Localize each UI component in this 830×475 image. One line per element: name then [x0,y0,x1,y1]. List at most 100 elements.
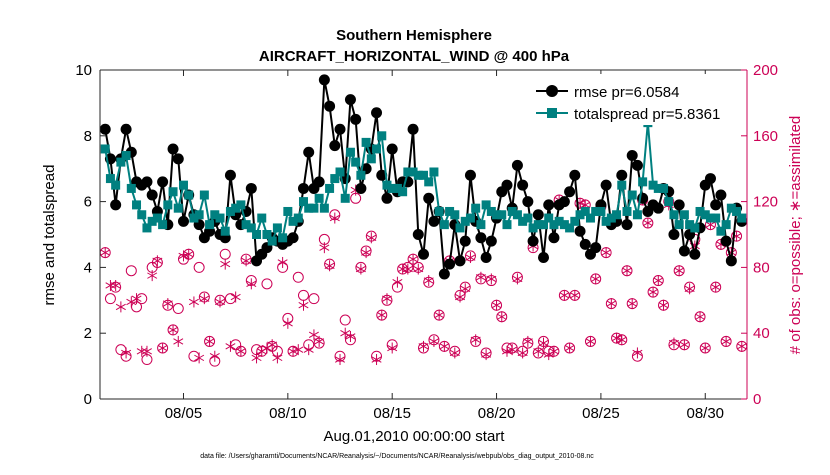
assimilated-obs-point [308,329,319,341]
assimilated-obs-point [157,342,168,354]
rmse-point [720,235,732,247]
assimilated-obs-point [486,273,497,285]
assimilated-obs-point [616,334,627,346]
rmse-point [381,192,393,204]
assimilated-obs-point [481,349,492,361]
assimilated-obs-point [319,242,330,254]
totalspread-point [173,203,183,213]
totalspread-point [215,213,225,223]
rmse-point [668,229,680,240]
rmse-point [564,186,576,198]
assimilated-obs-point [548,345,559,357]
assimilated-obs-point [188,296,199,308]
y2-axis-label: # of obs: o=possible; ∗=assimilated [787,116,804,355]
rmse-point [350,113,362,125]
assimilated-obs-point [355,263,366,275]
totalspread-point [429,167,439,177]
totalspread-point [126,183,136,193]
totalspread-point [132,200,142,210]
axes: 08/05 08/10 08/15 08/20 08/25 08/30 0 2 4 6 8 10 0 40… [75,62,778,422]
x-tick-label: 08/20 [478,405,516,422]
totalspread-point [455,223,465,233]
assimilated-obs-point [376,309,387,321]
totalspread-point [142,223,152,233]
assimilated-obs-point [590,273,601,285]
rmse-point [459,235,471,247]
totalspread-point [559,220,569,230]
y2-tick-label: 0 [753,391,761,408]
totalspread-point [356,170,366,180]
totalspread-point [246,223,256,233]
totalspread-point [199,190,209,200]
rmse-point [297,182,309,194]
totalspread-point [325,183,335,193]
totalspread-point [257,213,267,223]
possible-obs-point [172,303,184,315]
assimilated-obs-point [538,337,549,349]
rmse-point [245,182,257,194]
y-tick-label: 4 [84,259,92,276]
totalspread-point [450,210,460,220]
rmse-point [485,235,497,247]
totalspread-point [158,220,168,230]
legend: rmse pr=6.0584 totalspread pr=5.8361 [528,74,742,125]
assimilated-obs-point [194,352,205,364]
totalspread-point [653,183,663,193]
y2-tick-label: 80 [753,259,770,276]
totalspread-point [528,223,538,233]
rmse-point [678,245,690,257]
assimilated-obs-point [141,345,152,357]
assimilated-obs-point [392,276,403,288]
totalspread-point [413,170,423,180]
rmse-point [324,100,336,112]
possible-obs-point [125,265,137,277]
assimilated-obs-point [220,258,231,270]
rmse-point [501,179,513,191]
totalspread-point [178,180,188,190]
rmse-point [475,232,487,244]
legend-spread-label: totalspread pr=5.8361 [574,106,720,123]
assimilated-obs-point [449,347,460,359]
assimilated-obs-point [621,265,633,277]
totalspread-point [669,210,679,220]
rmse-point [172,153,184,165]
totalspread-point [533,220,543,230]
totalspread-point [685,220,695,230]
x-tick-label: 08/05 [165,405,203,422]
rmse-point [334,123,346,135]
totalspread-point [492,210,502,220]
assimilated-obs-point [204,335,215,347]
totalspread-point [606,213,616,223]
totalspread-point [314,193,324,203]
totalspread-point [340,193,350,203]
rmse-point [110,199,122,211]
rmse-point [710,199,722,211]
totalspread-point [225,206,235,216]
totalspread-point [512,210,522,220]
y-tick-label: 0 [84,391,92,408]
totalspread-point [700,210,710,220]
totalspread-point [220,226,230,236]
rmse-point [522,196,534,208]
assimilated-obs-point [408,253,419,265]
assimilated-obs-point [147,270,158,282]
assimilated-obs-point [658,299,669,311]
totalspread-point [262,230,272,239]
assimilated-obs-point [387,342,398,354]
x-tick-label: 08/25 [582,405,620,422]
totalspread-point [351,157,361,167]
rmse-point [543,199,555,211]
totalspread-point [627,190,637,200]
totalspread-point [377,131,387,141]
possible-obs-point [308,293,320,305]
totalspread-point [403,167,413,177]
rmse-point [99,123,111,135]
totalspread-point [267,236,277,246]
assimilated-obs-point [465,252,476,264]
assimilated-obs-point [162,298,173,310]
totalspread-point [278,233,288,243]
assimilated-obs-point [329,212,340,224]
assimilated-obs-point [564,342,575,354]
assimilated-obs-point [627,298,638,310]
rmse-point [548,232,560,244]
